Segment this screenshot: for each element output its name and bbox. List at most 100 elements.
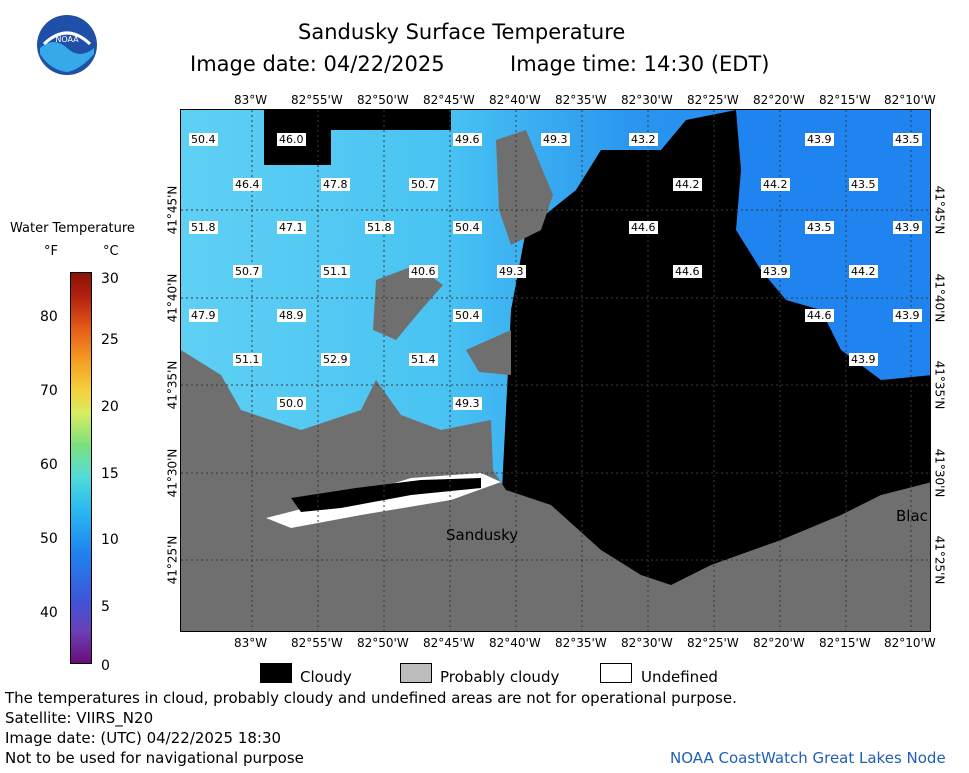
temperature-label: 44.2 [849, 265, 878, 278]
temperature-label: 43.2 [629, 133, 658, 146]
place-label-black: Blac [896, 507, 928, 525]
temperature-label: 44.6 [805, 309, 834, 322]
temperature-label: 46.4 [233, 178, 262, 191]
legend-c-tick: 30 [101, 271, 119, 287]
lon-tick: 82°20'W [753, 93, 805, 107]
lon-tick: 82°30'W [621, 636, 673, 650]
lon-tick: 82°55'W [291, 93, 343, 107]
lon-tick: 82°40'W [489, 93, 541, 107]
footer-disclaimer: The temperatures in cloud, probably clou… [5, 689, 737, 707]
undefined-label: Undefined [641, 668, 718, 686]
lon-tick: 82°55'W [291, 636, 343, 650]
temperature-label: 49.3 [497, 265, 526, 278]
lat-tick: 41°40'N [932, 273, 947, 323]
temperature-label: 52.9 [321, 353, 350, 366]
lat-tick: 41°35'N [932, 360, 947, 410]
footer-satellite: Satellite: VIIRS_N20 [5, 709, 154, 727]
legend-c-tick: 10 [101, 532, 119, 548]
cloudy-swatch [260, 663, 292, 683]
lon-tick: 82°25'W [687, 93, 739, 107]
lat-tick: 41°45'N [165, 185, 180, 235]
temperature-label: 51.4 [409, 353, 438, 366]
temperature-label: 43.5 [849, 178, 878, 191]
legend-unit-c: °C [103, 244, 119, 259]
temperature-label: 51.1 [321, 265, 350, 278]
temperature-label: 51.1 [233, 353, 262, 366]
legend-f-tick: 80 [40, 309, 58, 325]
legend-f-tick: 60 [40, 457, 58, 473]
temperature-label: 47.9 [189, 309, 218, 322]
temperature-label: 50.4 [189, 133, 218, 146]
temperature-label: 44.2 [673, 178, 702, 191]
lat-lon-grid [181, 110, 930, 631]
legend-f-tick: 50 [40, 531, 58, 547]
footer-credit: NOAA CoastWatch Great Lakes Node [670, 749, 946, 767]
lon-tick: 82°10'W [884, 636, 936, 650]
map-canvas [181, 110, 930, 631]
temperature-label: 46.0 [277, 133, 306, 146]
lon-tick: 82°25'W [687, 636, 739, 650]
lat-tick: 41°25'N [932, 535, 947, 585]
lon-tick: 82°45'W [423, 93, 475, 107]
cloud-patch [291, 478, 481, 512]
lon-tick: 82°10'W [884, 93, 936, 107]
temperature-label: 44.6 [629, 221, 658, 234]
probably-cloudy-area [466, 330, 511, 375]
footer-utc-date: Image date: (UTC) 04/22/2025 18:30 [5, 729, 282, 747]
temperature-label: 44.6 [673, 265, 702, 278]
legend-unit-f: °F [44, 244, 58, 259]
temperature-label: 43.9 [893, 221, 922, 234]
temperature-label: 50.4 [453, 221, 482, 234]
temperature-label: 50.0 [277, 397, 306, 410]
lon-tick: 82°50'W [357, 636, 409, 650]
temperature-label: 40.6 [409, 265, 438, 278]
legend-c-tick: 5 [101, 599, 110, 615]
place-label-sandusky: Sandusky [446, 526, 519, 544]
probably-cloudy-label: Probably cloudy [440, 668, 560, 686]
probably-cloudy-area [496, 130, 553, 245]
cloudy-label: Cloudy [300, 668, 352, 686]
probably-cloudy-area [373, 265, 443, 340]
noaa-logo-text: NOAA [55, 35, 79, 44]
lon-tick: 82°15'W [819, 636, 871, 650]
lat-tick: 41°45'N [932, 185, 947, 235]
lat-tick: 41°30'N [932, 448, 947, 498]
temperature-label: 44.2 [761, 178, 790, 191]
temperature-map: 50.4 46.0 49.6 49.3 43.2 43.9 43.5 46.4 … [180, 109, 931, 632]
color-scale-bar [70, 272, 92, 664]
legend-f-tick: 70 [40, 383, 58, 399]
temperature-label: 43.9 [805, 133, 834, 146]
temperature-label: 50.4 [453, 309, 482, 322]
legend-c-tick: 25 [101, 332, 119, 348]
noaa-logo-icon: NOAA [37, 15, 97, 75]
image-time: Image time: 14:30 (EDT) [510, 52, 770, 76]
probably-cloudy-swatch [400, 663, 432, 683]
temperature-label: 50.7 [233, 265, 262, 278]
temperature-label: 47.1 [277, 221, 306, 234]
lat-tick: 41°30'N [165, 448, 180, 498]
lon-tick: 82°20'W [753, 636, 805, 650]
temperature-label: 50.7 [409, 178, 438, 191]
legend-c-tick: 15 [101, 466, 119, 482]
temperature-label: 43.5 [893, 133, 922, 146]
lat-tick: 41°35'N [165, 360, 180, 410]
footer-navigation-warning: Not to be used for navigational purpose [5, 749, 304, 767]
page-title: Sandusky Surface Temperature [298, 20, 626, 44]
temperature-label: 43.5 [805, 221, 834, 234]
lon-tick: 82°15'W [819, 93, 871, 107]
lon-tick: 82°35'W [555, 636, 607, 650]
legend-f-tick: 40 [40, 605, 58, 621]
image-date: Image date: 04/22/2025 [190, 52, 445, 76]
lon-tick: 82°45'W [423, 636, 475, 650]
temperature-label: 49.3 [453, 397, 482, 410]
undefined-swatch [600, 663, 632, 683]
cloud-patch [331, 110, 451, 130]
temperature-label: 51.8 [189, 221, 218, 234]
legend-c-tick: 20 [101, 399, 119, 415]
lat-tick: 41°40'N [165, 273, 180, 323]
lon-tick: 82°35'W [555, 93, 607, 107]
temperature-label: 43.9 [893, 309, 922, 322]
temperature-label: 49.6 [453, 133, 482, 146]
temperature-label: 48.9 [277, 309, 306, 322]
noaa-logo: NOAA [36, 14, 98, 76]
